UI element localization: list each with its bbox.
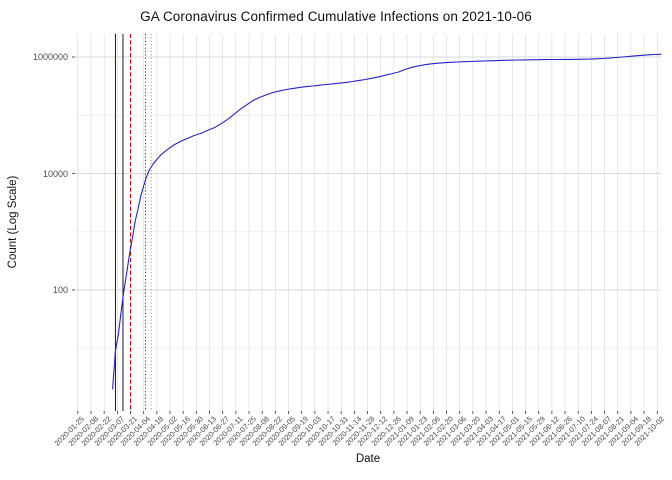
y-tick-label: 1000000 (32, 52, 68, 62)
x-axis-title: Date (355, 453, 381, 465)
y-tick-label: 10000 (42, 168, 68, 179)
data-line-confirmed_cumulative (112, 53, 662, 390)
chart-title: GA Coronavirus Confirmed Cumulative Infe… (140, 9, 532, 24)
y-tick-label: 100 (52, 285, 68, 295)
